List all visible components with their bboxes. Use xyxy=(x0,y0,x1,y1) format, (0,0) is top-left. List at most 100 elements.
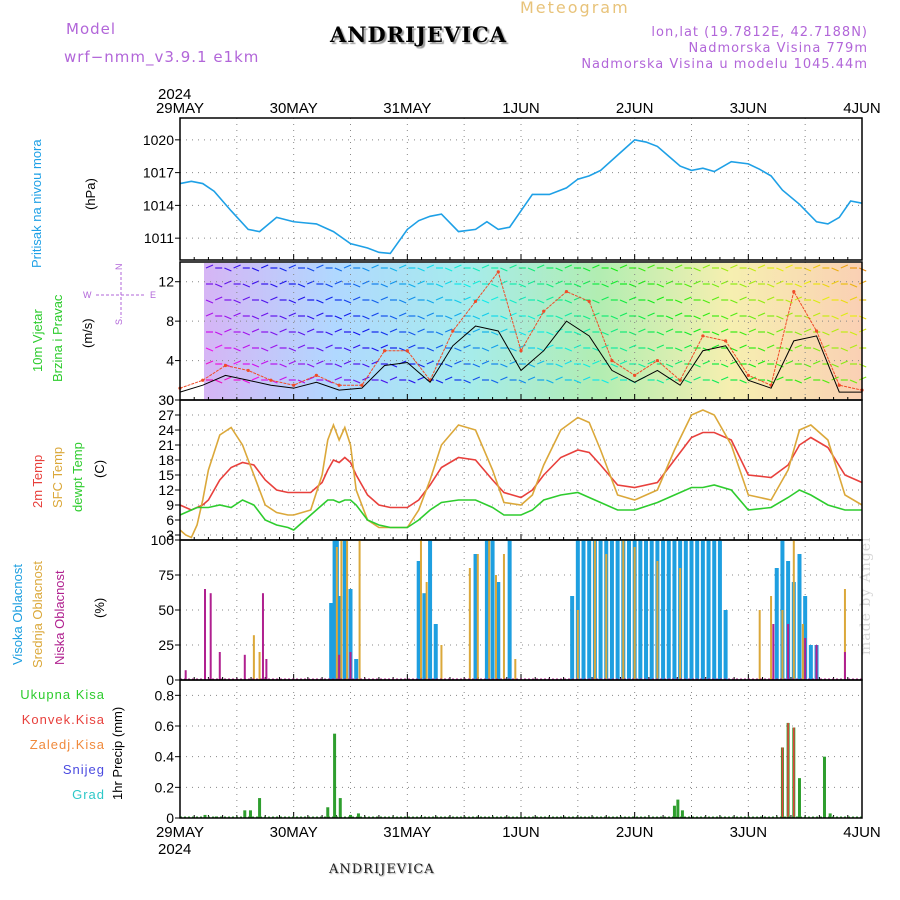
wind-barb xyxy=(527,328,536,333)
bar-clouds-mid xyxy=(633,547,636,680)
wind-barb xyxy=(251,280,260,285)
gust-point xyxy=(314,373,318,377)
wind-barb xyxy=(702,312,711,317)
wind-barb xyxy=(831,363,839,368)
wind-barb xyxy=(619,347,628,352)
y-tick-label: 1017 xyxy=(143,165,174,181)
wind-barb xyxy=(288,360,297,365)
wind-barb xyxy=(352,331,361,336)
wind-barb xyxy=(748,315,757,320)
wind-barb xyxy=(426,264,435,269)
wind-barb xyxy=(776,328,784,333)
panel-frame xyxy=(179,679,863,819)
wind-barb xyxy=(711,331,720,336)
wind-barb xyxy=(325,283,333,288)
bar-clouds-mid xyxy=(440,645,443,680)
bar-clouds-low xyxy=(265,659,268,680)
wind-barb xyxy=(711,379,720,384)
wind-barb xyxy=(766,296,775,301)
y-tick-label: 50 xyxy=(158,602,174,618)
wind-barb xyxy=(435,283,444,288)
bar-clouds-high xyxy=(700,540,705,680)
wind-barb xyxy=(343,264,352,269)
wind-barb xyxy=(481,347,490,352)
model-label: Model xyxy=(66,20,117,38)
wind-barb xyxy=(509,299,517,304)
bar-clouds-high xyxy=(626,540,631,680)
compass-w-label: W xyxy=(83,290,92,300)
day-label-top: 4JUN xyxy=(843,100,881,117)
wind-barb xyxy=(481,264,490,269)
wind-barb xyxy=(665,315,674,320)
wind-barb xyxy=(444,315,453,320)
wind-barb xyxy=(536,360,545,365)
wind-barb xyxy=(803,328,812,333)
y-tick-label: 100 xyxy=(151,532,175,548)
wind-barb xyxy=(306,267,315,272)
wind-barb xyxy=(214,344,223,349)
wind-barb xyxy=(803,280,812,285)
y-tick-label: 0 xyxy=(166,672,174,688)
y-tick-label: 0.6 xyxy=(155,718,175,734)
bar-clouds-mid xyxy=(419,540,422,680)
bar-clouds-high xyxy=(473,554,478,680)
wind-barb xyxy=(656,283,665,288)
bar-clouds-high xyxy=(638,540,643,680)
precip-legend-total: Ukupna Kisa xyxy=(20,687,105,702)
gust-point xyxy=(587,299,591,304)
wind-barb xyxy=(481,299,490,304)
y-tick-label: 3 xyxy=(166,527,174,543)
wind-barb xyxy=(463,379,471,384)
bar-clouds-low xyxy=(338,654,341,680)
wind-barb xyxy=(490,283,499,288)
wind-barb xyxy=(518,379,527,384)
wind-barb xyxy=(619,360,628,365)
wind-barb xyxy=(840,347,849,352)
bar-clouds-high xyxy=(332,540,337,680)
bar-clouds-high xyxy=(689,540,694,680)
wind-barb xyxy=(610,328,619,333)
wind-barb xyxy=(352,379,361,384)
wind-barb xyxy=(352,296,361,301)
wind-barb xyxy=(656,379,665,384)
wind-barb xyxy=(776,267,784,272)
bar-clouds-mid xyxy=(656,561,659,680)
wind-barb xyxy=(389,267,398,272)
lonlat-label: lon,lat (19.7812E, 42.7188N) xyxy=(651,25,868,40)
wind-barb xyxy=(490,331,499,336)
bar-clouds-mid xyxy=(792,540,795,680)
wind-barb xyxy=(840,299,849,304)
wind-barb xyxy=(435,331,444,336)
wind-barb xyxy=(610,376,619,381)
wind-barb xyxy=(546,379,554,384)
bar-clouds-mid xyxy=(758,610,761,680)
wind-barb xyxy=(849,296,858,301)
wind-barb xyxy=(343,299,352,304)
wind-compass-icon: N W E S xyxy=(83,264,156,326)
wind-barb xyxy=(242,344,251,349)
wind-barb xyxy=(656,344,665,349)
day-label-top: 3JUN xyxy=(730,100,768,117)
series-line-wind-speed xyxy=(179,320,862,393)
y-tick-label: 0.4 xyxy=(155,749,175,765)
wind-barb xyxy=(435,379,444,384)
y-tick-label: 6 xyxy=(166,512,174,528)
bar-clouds-mid xyxy=(576,610,579,680)
wind-barb xyxy=(748,267,757,272)
gust-point xyxy=(542,309,546,313)
wind-barb xyxy=(233,264,241,269)
year-top-label: 2024 xyxy=(158,86,191,103)
wind-barb xyxy=(205,299,214,304)
wind-barb xyxy=(518,344,527,349)
wind-barb xyxy=(785,360,793,365)
y-tick-label: 27 xyxy=(158,407,174,423)
wind-barb xyxy=(794,283,803,288)
wind-barb xyxy=(831,267,839,272)
wind-barb xyxy=(592,264,600,269)
wind-barb xyxy=(748,363,757,368)
meteogram-label: Meteogram xyxy=(520,0,630,17)
wind-barb xyxy=(638,280,646,285)
wind-barb xyxy=(610,267,619,272)
wind-barb xyxy=(555,376,563,381)
